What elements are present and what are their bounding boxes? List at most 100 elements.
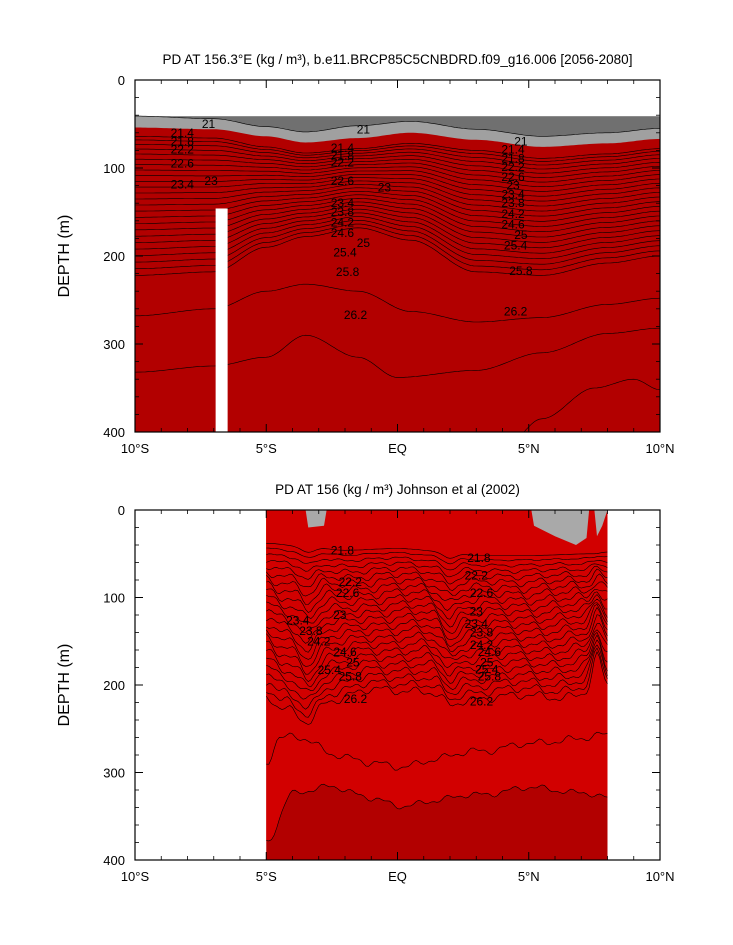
contour-label: 23.4 (465, 617, 489, 631)
contour-label: 21 (202, 117, 216, 131)
contour-line (135, 136, 660, 159)
contour-line (523, 378, 660, 432)
x-tick-label: 5°N (518, 441, 540, 456)
contour-label: 25.4 (475, 662, 499, 676)
x-tick-label: 10°N (645, 441, 674, 456)
contour-line (135, 180, 660, 207)
contour-label: 23 (378, 180, 392, 194)
contour-label: 24.2 (470, 638, 494, 652)
x-tick-label: EQ (388, 869, 407, 884)
contour-line (266, 594, 608, 628)
contour-label: 22.6 (331, 174, 355, 188)
contour-label: 25 (357, 236, 371, 250)
masked-column (215, 208, 228, 432)
contour-line (135, 144, 660, 166)
contour-label: 22.2 (465, 569, 489, 583)
contour-label: 21.8 (171, 135, 195, 149)
y-tick-label: 100 (103, 161, 125, 176)
contour-line (266, 591, 608, 620)
contour-line (266, 783, 608, 842)
contour-label: 23.4 (501, 187, 525, 201)
contour-label: 25.4 (333, 246, 357, 260)
chart-title: PD AT 156 (kg / m³) Johnson et al (2002) (275, 482, 520, 497)
contour-line (266, 651, 608, 725)
contour-label: 23.8 (331, 205, 355, 219)
y-tick-label: 300 (103, 337, 125, 352)
contour-label: 23 (470, 605, 484, 619)
contour-line (266, 603, 608, 653)
contour-label: 25.8 (336, 265, 360, 279)
contour-label: 23 (204, 174, 218, 188)
plot-area-bottom (266, 510, 608, 860)
contour-line (266, 598, 608, 634)
x-tick-label: EQ (388, 441, 407, 456)
contour-label: 25.4 (318, 663, 342, 677)
contour-label: 23 (506, 179, 520, 193)
contour-line (266, 588, 608, 613)
contour-label: 24.2 (307, 634, 331, 648)
contour-label: 25.8 (478, 669, 502, 683)
y-tick-label: 0 (118, 503, 125, 518)
y-tick-label: 400 (103, 853, 125, 868)
contour-label: 23.4 (171, 178, 195, 192)
contour-line (266, 614, 608, 667)
contour-line (266, 644, 608, 710)
contour-line (266, 629, 608, 682)
contour-label: 26.2 (344, 692, 368, 706)
contour-line (266, 547, 608, 565)
contour-label: 23.8 (501, 196, 525, 210)
contour-line (266, 639, 608, 700)
contour-label: 24.6 (331, 226, 355, 240)
contour-label: 21.8 (331, 543, 355, 557)
contour-line (135, 158, 660, 178)
contour-line (266, 731, 608, 771)
contour-line (266, 553, 608, 571)
contour-label: 21 (514, 135, 528, 149)
x-tick-label: 5°N (518, 869, 540, 884)
y-tick-label: 200 (103, 678, 125, 693)
contour-label: 21.8 (331, 149, 355, 163)
contour-line (135, 139, 660, 162)
contour-label: 23 (333, 608, 347, 622)
contour-label: 22.2 (339, 575, 363, 589)
contour-label: 23.8 (299, 624, 323, 638)
y-tick-label: 200 (103, 249, 125, 264)
contour-line (266, 568, 608, 591)
contour-label: 23.4 (331, 196, 355, 210)
x-tick-label: 5°S (256, 441, 277, 456)
contour-label: 25.8 (509, 264, 533, 278)
contour-label: 22.6 (336, 586, 360, 600)
contour-label: 21.4 (501, 143, 525, 157)
x-tick-label: 10°S (121, 441, 150, 456)
contour-line (266, 565, 608, 585)
x-tick-label: 10°S (121, 869, 150, 884)
contour-line (135, 153, 660, 174)
chart-title: PD AT 156.3°E (kg / m³), b.e11.BRCP85C5C… (163, 52, 633, 67)
contour-line (266, 560, 608, 578)
contour-label: 26.2 (470, 695, 494, 709)
x-tick-label: 5°S (256, 869, 277, 884)
contour-line (135, 187, 660, 217)
contour-label: 22.2 (171, 143, 195, 157)
contour-label: 25.8 (339, 669, 363, 683)
contour-line (135, 148, 660, 170)
contour-line (135, 162, 660, 183)
contour-label: 22.2 (501, 160, 525, 174)
contour-line (266, 606, 608, 660)
contour-line (266, 623, 608, 675)
contour-label: 22.6 (501, 170, 525, 184)
contour-line (266, 602, 608, 644)
y-tick-label: 300 (103, 766, 125, 781)
contour-label: 23.8 (470, 626, 494, 640)
land-patch (531, 510, 590, 545)
contour-line (266, 634, 608, 692)
land-patch (594, 510, 608, 537)
contour-line (266, 631, 608, 688)
y-tick-label: 400 (103, 425, 125, 440)
contour-line (266, 543, 608, 559)
plot-area-top (135, 80, 660, 432)
contour-label: 26.2 (504, 304, 528, 318)
contour-line (135, 184, 660, 212)
y-tick-label: 100 (103, 591, 125, 606)
